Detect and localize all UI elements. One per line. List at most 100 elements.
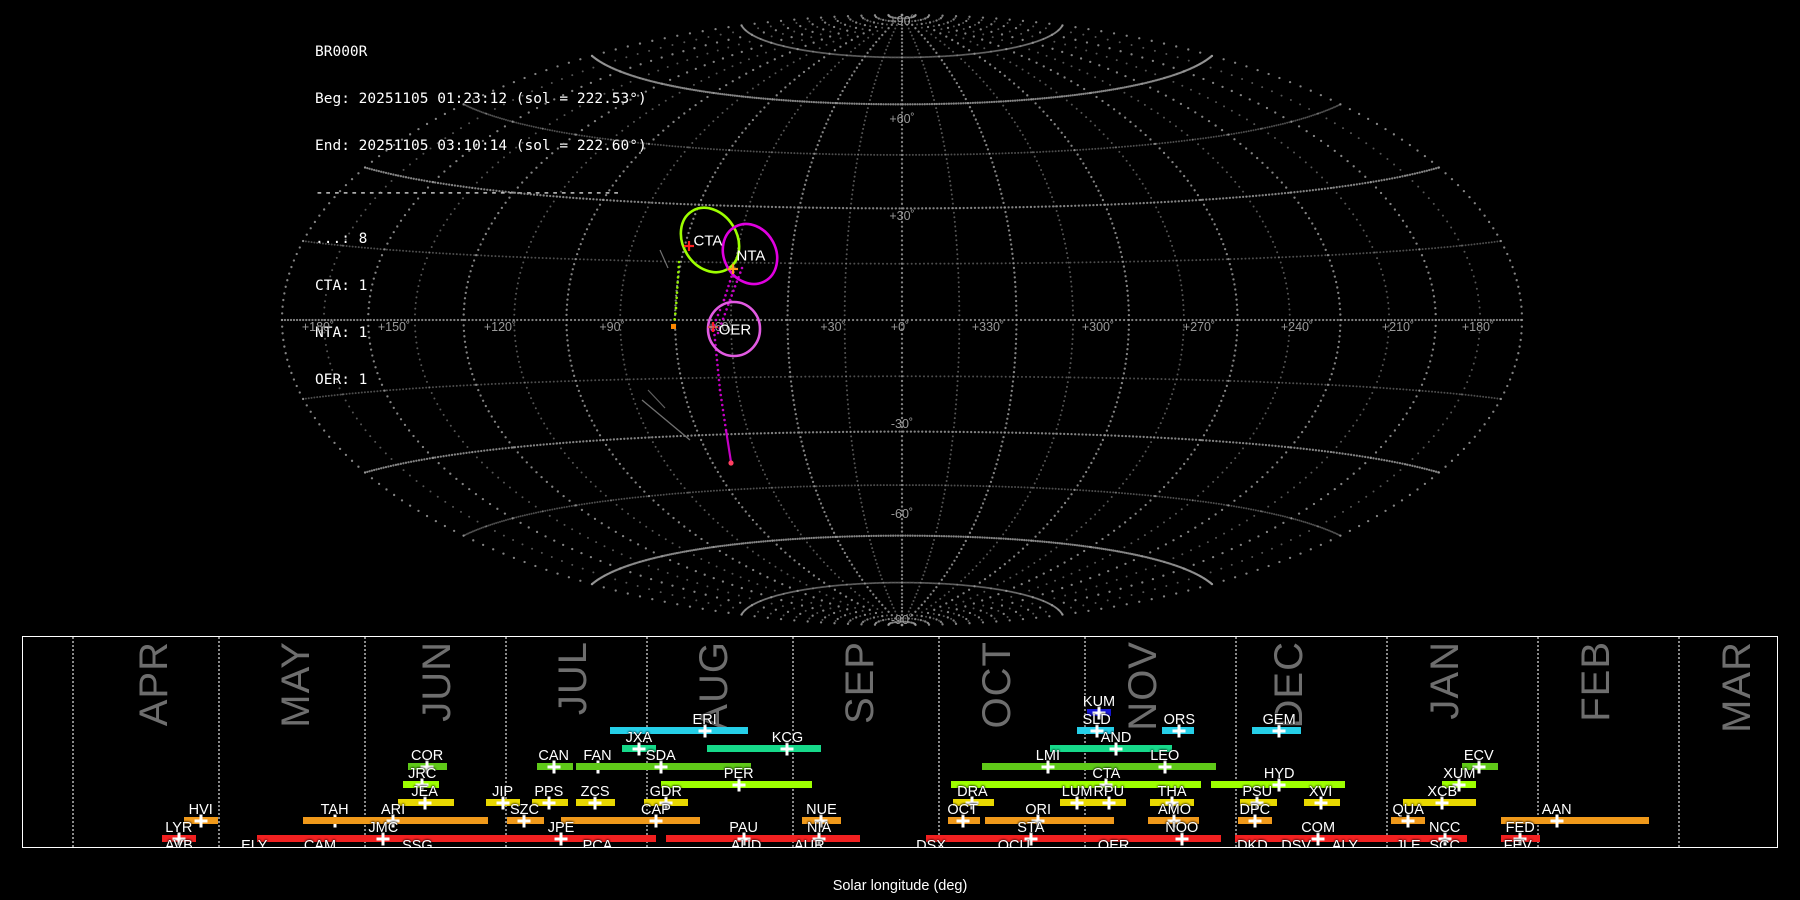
shower-label-sta: STA xyxy=(1017,820,1045,836)
shower-bar-ors[interactable] xyxy=(1162,727,1194,734)
month-separator-jul xyxy=(505,637,508,847)
month-separator-dec xyxy=(1235,637,1238,847)
shower-label-can: CAN xyxy=(538,748,570,764)
month-separator-oct xyxy=(938,637,941,847)
shower-label-jle: JLE xyxy=(1395,838,1421,848)
longitude-tick-label: +0˚ xyxy=(890,320,910,334)
shower-bar-com[interactable] xyxy=(1235,835,1431,842)
shower-label-noo: NOO xyxy=(1165,820,1199,836)
month-label-may: MAY xyxy=(273,641,318,728)
shower-bar-aan[interactable] xyxy=(1500,817,1650,824)
month-label-apr: APR xyxy=(132,641,177,727)
shower-label-amo: AMO xyxy=(1157,802,1191,818)
shower-bar-zcs[interactable] xyxy=(575,799,615,806)
shower-bar-oct[interactable] xyxy=(948,817,980,824)
shower-bar-cap[interactable] xyxy=(561,817,700,824)
shower-label-nue: NUE xyxy=(806,802,837,818)
shower-label-aan: AAN xyxy=(1541,802,1572,818)
shower-label-hvi: HVI xyxy=(188,802,213,818)
shower-label-ocu: OCU xyxy=(997,838,1030,848)
begin-time: Beg: 20251105 01:23:12 (sol = 222.53°) xyxy=(315,90,647,107)
month-label-sep: SEP xyxy=(838,641,883,725)
shower-label-ecv: ECV xyxy=(1463,748,1494,764)
shower-label-dra: DRA xyxy=(957,784,988,800)
radiant-marker-oer xyxy=(708,322,718,332)
shower-label-cta: CTA xyxy=(1092,766,1121,782)
shower-label-eri: ERI xyxy=(692,712,717,728)
shower-label-ssg: SSG xyxy=(402,838,433,848)
shower-label-xvi: XVI xyxy=(1308,784,1333,800)
x-axis-title: Solar longitude (deg) xyxy=(832,878,968,894)
shower-bar-dpc[interactable] xyxy=(1237,817,1272,824)
shower-label-com: COM xyxy=(1301,820,1336,836)
latitude-tick-label: -90˚ xyxy=(890,613,914,627)
latitude-tick-label: -60˚ xyxy=(890,507,914,521)
shower-label-xum: XUM xyxy=(1443,766,1476,782)
shower-label-ely: ELY xyxy=(241,838,268,848)
shower-bar-rpu[interactable] xyxy=(1091,799,1126,806)
radiant-ellipse-oer xyxy=(706,300,762,358)
longitude-tick-label: +120˚ xyxy=(483,320,517,334)
shower-bar-leo[interactable] xyxy=(1116,763,1216,770)
shower-label-fed: FED xyxy=(1505,820,1535,836)
header-info-block: BR000R Beg: 20251105 01:23:12 (sol = 222… xyxy=(315,14,647,419)
shower-bar-can[interactable] xyxy=(536,763,574,770)
shower-label-fan: FAN xyxy=(583,748,612,764)
shower-label-per: PER xyxy=(723,766,754,782)
shower-bar-gem[interactable] xyxy=(1252,727,1302,734)
timeline-plot-area: APR MAY JUN JUL AUG SEP OCT NOV DEC JAN FEB MAR KUM E… xyxy=(23,637,1777,847)
shower-bar-jpe[interactable] xyxy=(536,835,656,842)
shower-label-jrc: JRC xyxy=(408,766,437,782)
month-separator-nov xyxy=(1084,637,1087,847)
shower-label-psu: PSU xyxy=(1242,784,1273,800)
month-label-nov: NOV xyxy=(1120,641,1165,731)
longitude-tick-label: +210˚ xyxy=(1381,320,1415,334)
sky-map[interactable]: +180˚ +150˚ +120˚ +90˚ +60˚ +30˚ +0˚ +330˚ +300˚… xyxy=(0,0,1800,630)
longitude-tick-label: +180˚ xyxy=(301,320,335,334)
shower-label-aur: AUR xyxy=(794,838,825,848)
shower-label-dsv: DSV xyxy=(1281,838,1312,848)
shower-label-and: AND xyxy=(1100,730,1132,746)
shower-label-scc: SCC xyxy=(1429,838,1461,848)
shower-activity-timeline[interactable]: APR MAY JUN JUL AUG SEP OCT NOV DEC JAN FEB MAR KUM E… xyxy=(22,636,1778,848)
shower-bar-cta[interactable] xyxy=(950,781,1202,788)
longitude-tick-label: +300˚ xyxy=(1081,320,1115,334)
shower-label-pau: PAU xyxy=(729,820,758,836)
shower-label-gdr: GDR xyxy=(649,784,682,800)
shower-bar-per[interactable] xyxy=(660,781,812,788)
shower-bar-qua[interactable] xyxy=(1391,817,1426,824)
latitude-tick-label: +60˚ xyxy=(889,112,915,126)
shower-label-pca: PCA xyxy=(582,838,613,848)
month-separator-may xyxy=(217,637,220,847)
count-cta: CTA: 1 xyxy=(315,278,368,295)
shower-label-dsx: DSX xyxy=(916,838,946,848)
shower-label-oct: OCT xyxy=(947,802,978,818)
shower-label-rpu: RPU xyxy=(1093,784,1125,800)
shower-bar-kcg[interactable] xyxy=(707,745,822,752)
shower-label-jip: JIP xyxy=(492,784,514,800)
shower-bar-xvi[interactable] xyxy=(1303,799,1341,806)
month-label-feb: FEB xyxy=(1573,641,1618,722)
shower-label-kcg: KCG xyxy=(771,730,804,746)
shower-bar-jmc[interactable] xyxy=(256,835,537,842)
shower-label-jpe: JPE xyxy=(547,820,575,836)
month-label-jul: JUL xyxy=(551,641,596,716)
station-id: BR000R xyxy=(315,44,368,61)
radiant-ellipse-nta xyxy=(721,222,779,286)
shower-bar-noo[interactable] xyxy=(1123,835,1221,842)
month-separator-mar xyxy=(1678,637,1681,847)
shower-bar-eri[interactable] xyxy=(609,727,749,734)
shower-label-dpc: DPC xyxy=(1239,802,1271,818)
shower-bar-pau[interactable] xyxy=(665,835,795,842)
radiant-marker-cta xyxy=(684,241,694,251)
shower-bar-lum[interactable] xyxy=(1060,799,1095,806)
longitude-tick-label: +150˚ xyxy=(377,320,411,334)
sky-map-canvas xyxy=(280,13,1524,627)
longitude-tick-label: +240˚ xyxy=(1280,320,1314,334)
shower-bar-jea[interactable] xyxy=(397,799,454,806)
shower-bar-ori[interactable] xyxy=(984,817,1114,824)
shower-bar-szc[interactable] xyxy=(507,817,544,824)
shower-label-tha: THA xyxy=(1157,784,1187,800)
shower-label-jea: JEA xyxy=(411,784,438,800)
